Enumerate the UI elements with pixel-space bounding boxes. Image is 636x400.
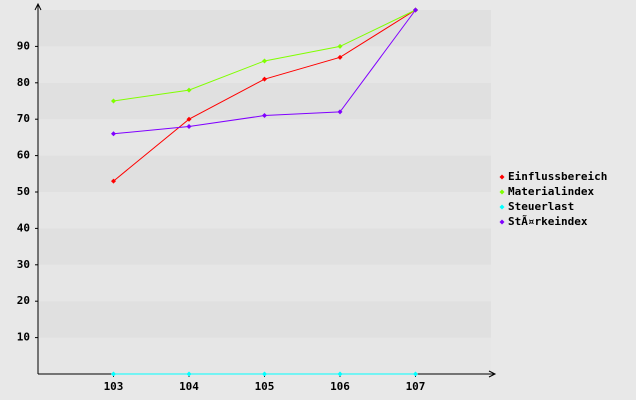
y-tick-label: 10 [17, 331, 30, 344]
legend-marker [499, 189, 505, 195]
plot-band [38, 119, 491, 156]
legend-marker [499, 204, 505, 210]
point-marker [337, 43, 343, 49]
point-marker [111, 371, 116, 377]
x-tick-label: 107 [406, 380, 426, 393]
point-marker [337, 371, 343, 377]
legend-marker [499, 219, 505, 225]
y-tick-label: 70 [17, 112, 30, 125]
plot-band [38, 337, 491, 374]
point-marker [111, 178, 116, 184]
point-marker [337, 109, 343, 115]
point-marker [186, 371, 192, 377]
y-tick-label: 80 [17, 76, 30, 89]
x-tick-label: 105 [255, 380, 275, 393]
y-tick-label: 90 [17, 39, 30, 52]
x-tick-label: 104 [179, 380, 199, 393]
point-marker [186, 116, 192, 122]
y-tick-label: 30 [17, 258, 30, 271]
y-tick-label: 60 [17, 149, 30, 162]
plot-band [38, 228, 491, 265]
point-marker [262, 371, 267, 377]
legend-label: Einflussbereich [508, 170, 607, 183]
y-axis-arrow [34, 2, 42, 11]
point-marker [111, 131, 116, 137]
point-marker [186, 87, 192, 93]
x-axis-arrow [488, 370, 497, 378]
legend-label: StÃ¤rkeindex [508, 215, 588, 228]
legend-label: Materialindex [508, 185, 594, 198]
plot-band [38, 192, 491, 229]
y-tick-label: 40 [17, 221, 30, 234]
plot-band [38, 301, 491, 338]
point-marker [262, 58, 267, 64]
y-tick-label: 20 [17, 294, 30, 307]
plot-band [38, 155, 491, 192]
legend-marker [499, 174, 505, 180]
legend-label: Steuerlast [508, 200, 574, 213]
point-marker [186, 123, 192, 129]
plot-band [38, 264, 491, 302]
x-tick-label: 103 [104, 380, 124, 393]
point-marker [337, 54, 343, 60]
x-tick-label: 106 [330, 380, 350, 393]
y-tick-label: 50 [17, 185, 30, 198]
point-marker [413, 371, 418, 377]
point-marker [262, 113, 267, 119]
plot-band [38, 10, 491, 47]
point-marker [111, 98, 116, 104]
point-marker [262, 76, 267, 82]
point-marker [413, 7, 418, 13]
